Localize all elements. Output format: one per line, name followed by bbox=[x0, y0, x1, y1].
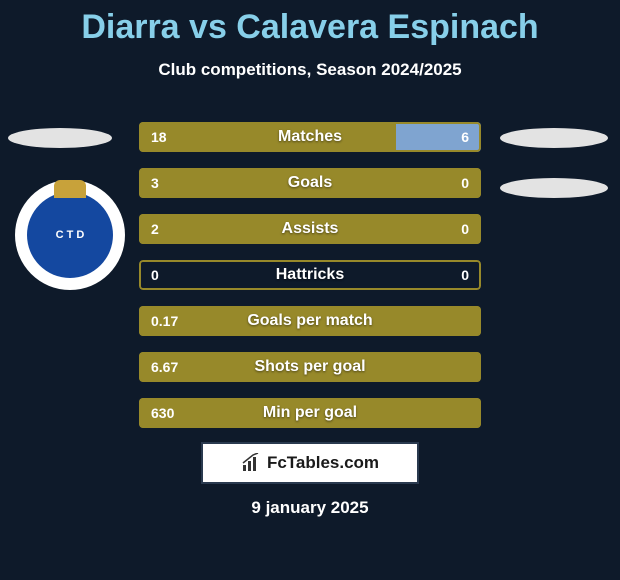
chart-icon bbox=[241, 453, 261, 473]
bar-value-left: 0.17 bbox=[151, 306, 178, 336]
bar-label: Assists bbox=[139, 214, 481, 244]
footer-text: FcTables.com bbox=[267, 453, 379, 473]
stat-bar: Min per goal630 bbox=[139, 398, 481, 428]
bar-value-left: 6.67 bbox=[151, 352, 178, 382]
left-top-ellipse bbox=[8, 128, 112, 148]
stats-bars: Matches186Goals30Assists20Hattricks00Goa… bbox=[139, 122, 481, 444]
date-label: 9 january 2025 bbox=[0, 498, 620, 518]
bar-label: Goals bbox=[139, 168, 481, 198]
bar-label: Hattricks bbox=[139, 260, 481, 290]
bar-value-right: 0 bbox=[461, 168, 469, 198]
bar-value-left: 2 bbox=[151, 214, 159, 244]
bar-label: Min per goal bbox=[139, 398, 481, 428]
crest-shield: C T D bbox=[27, 192, 113, 278]
crest-letters: C T D bbox=[56, 229, 85, 241]
bar-value-left: 3 bbox=[151, 168, 159, 198]
stat-bar: Shots per goal6.67 bbox=[139, 352, 481, 382]
bar-value-left: 18 bbox=[151, 122, 167, 152]
bar-label: Shots per goal bbox=[139, 352, 481, 382]
crest-crown-icon bbox=[54, 180, 86, 198]
bar-value-left: 0 bbox=[151, 260, 159, 290]
page-subtitle: Club competitions, Season 2024/2025 bbox=[0, 60, 620, 80]
bar-value-left: 630 bbox=[151, 398, 174, 428]
club-crest: C T D bbox=[15, 180, 125, 290]
footer-attribution: FcTables.com bbox=[201, 442, 419, 484]
stat-bar: Assists2 0 bbox=[139, 214, 481, 244]
bar-label: Matches bbox=[139, 122, 481, 152]
bar-value-right: 6 bbox=[461, 122, 469, 152]
stat-bar: Matches18 6 bbox=[139, 122, 481, 152]
bar-label: Goals per match bbox=[139, 306, 481, 336]
right-mid-ellipse bbox=[500, 178, 608, 198]
right-top-ellipse bbox=[500, 128, 608, 148]
stat-bar: Goals per match0.17 bbox=[139, 306, 481, 336]
stat-bar: Goals3 0 bbox=[139, 168, 481, 198]
stat-bar: Hattricks0 0 bbox=[139, 260, 481, 290]
bar-value-right: 0 bbox=[461, 214, 469, 244]
page-title: Diarra vs Calavera Espinach bbox=[0, 8, 620, 47]
bar-value-right: 0 bbox=[461, 260, 469, 290]
